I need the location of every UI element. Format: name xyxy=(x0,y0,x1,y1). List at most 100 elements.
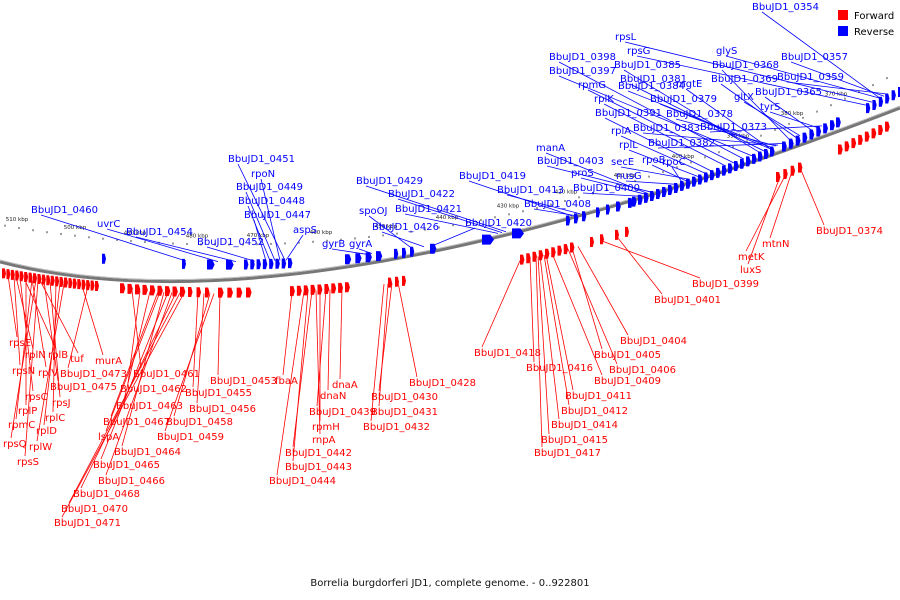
reverse-leader-line xyxy=(206,246,256,262)
tick-label: 370 kbp xyxy=(825,91,848,97)
forward-leader-line xyxy=(61,292,185,518)
reverse-gene xyxy=(764,149,769,160)
forward-gene-label: metK xyxy=(738,252,765,263)
forward-gene xyxy=(172,286,178,297)
ruler-dot xyxy=(522,210,524,213)
ruler-dot xyxy=(438,226,440,229)
forward-gene-label: rpsQ xyxy=(3,439,27,450)
reverse-gene xyxy=(281,258,287,269)
forward-leader-line xyxy=(110,291,159,417)
reverse-gene-label: BbuJD1_0354 xyxy=(752,2,819,13)
forward-gene xyxy=(858,134,863,145)
reverse-leader-line xyxy=(659,103,771,149)
reverse-gene-label: BbuJD1_0384 xyxy=(618,81,685,92)
reverse-leader-line xyxy=(558,61,745,160)
forward-gene-label: BbuJD1_0470 xyxy=(61,504,128,515)
ruler-dot xyxy=(200,243,202,246)
forward-gene-label: BbuJD1_0406 xyxy=(609,365,676,376)
forward-gene xyxy=(50,275,55,286)
forward-gene xyxy=(6,269,11,280)
forward-gene-label: BbuJD1_0475 xyxy=(50,382,117,393)
reverse-gene xyxy=(674,182,679,193)
reverse-gene-label: BbuJD1_0452 xyxy=(197,237,264,248)
forward-gene xyxy=(615,229,619,240)
forward-gene xyxy=(625,226,629,237)
ruler-dot xyxy=(88,236,90,239)
forward-gene xyxy=(563,244,569,255)
gene-features xyxy=(2,87,900,298)
reverse-gene xyxy=(226,259,234,270)
forward-gene-label: BbuJD1_0417 xyxy=(534,448,601,459)
forward-gene-label: BbuJD1_0428 xyxy=(409,378,476,389)
reverse-leader-line xyxy=(468,180,573,217)
forward-leader-line xyxy=(39,280,79,354)
reverse-gene xyxy=(788,138,794,149)
ruler-dot xyxy=(312,240,314,243)
forward-gene xyxy=(196,287,202,298)
ruler-dot xyxy=(704,156,706,159)
forward-gene-label: rplD xyxy=(36,426,57,437)
reverse-leader-line xyxy=(135,236,237,262)
forward-gene-label: BbuJD1_0414 xyxy=(551,420,618,431)
ruler-dot xyxy=(270,242,272,245)
ruler-dot xyxy=(676,166,678,169)
forward-leader-line xyxy=(769,171,793,239)
forward-gene-label: murA xyxy=(95,356,122,367)
reverse-leader-line xyxy=(628,149,699,177)
reverse-gene-label: BbuJD1_0400 xyxy=(573,183,640,194)
forward-leader-line xyxy=(599,239,701,279)
reverse-gene xyxy=(275,258,280,269)
reverse-gene xyxy=(816,126,822,137)
forward-gene xyxy=(331,283,337,294)
reverse-gene-label: rpoB xyxy=(642,155,666,166)
reverse-gene-label: BbuJD1_0383 xyxy=(633,123,700,134)
forward-gene xyxy=(77,279,82,290)
forward-gene xyxy=(180,286,186,297)
reverse-gene-label: BbuJD1_0420 xyxy=(465,218,532,229)
ruler-dot xyxy=(326,239,328,242)
reverse-gene xyxy=(269,258,274,269)
reverse-gene xyxy=(728,163,733,174)
forward-leader-line xyxy=(276,291,305,476)
forward-leader-line xyxy=(52,282,57,413)
forward-gene-label: BbuJD1_0471 xyxy=(54,518,121,529)
reverse-leader-line xyxy=(582,192,641,197)
ruler-dot xyxy=(550,203,552,206)
forward-gene-label: rplW xyxy=(29,442,52,453)
reverse-gene-label: rpmG xyxy=(578,80,606,91)
forward-gene xyxy=(520,254,525,265)
reverse-gene xyxy=(802,132,808,143)
forward-gene-label: BbuJD1_0405 xyxy=(594,350,661,361)
ruler-dot xyxy=(858,91,860,93)
reverse-gene-label: secE xyxy=(611,157,634,168)
reverse-leader-line xyxy=(786,81,889,95)
reverse-leader-line xyxy=(587,89,735,164)
forward-gene xyxy=(324,283,330,294)
reverse-gene xyxy=(740,158,745,169)
forward-gene-label: BbuJD1_0465 xyxy=(93,460,160,471)
forward-gene-label: BbuJD1_0473 xyxy=(60,369,127,380)
tick-label: 410 kbp xyxy=(614,173,637,179)
forward-gene xyxy=(120,283,126,294)
legend-reverse-swatch xyxy=(838,26,848,36)
forward-gene-label: BbuJD1_0374 xyxy=(816,226,883,237)
forward-gene xyxy=(557,245,562,256)
reverse-gene-label: BbuJD1_0413 xyxy=(497,185,564,196)
forward-gene xyxy=(15,270,20,281)
ruler-dot xyxy=(690,161,692,164)
forward-gene-label: BbuJD1_0455 xyxy=(185,388,252,399)
forward-leader-line xyxy=(68,292,181,504)
forward-gene-label: dnaN xyxy=(320,391,346,402)
forward-leader-line xyxy=(43,280,59,382)
reverse-gene xyxy=(182,258,186,269)
forward-gene xyxy=(290,286,295,297)
ruler-dot xyxy=(760,134,762,137)
forward-gene-label: mtnN xyxy=(762,239,789,250)
ruler-dot xyxy=(774,128,776,131)
reverse-gene xyxy=(566,215,571,226)
ruler-dot xyxy=(382,234,384,237)
reverse-gene-label: BbuJD1_0381 xyxy=(620,74,687,85)
ruler-dot xyxy=(494,216,496,219)
forward-gene-label: rpsC xyxy=(25,392,48,403)
